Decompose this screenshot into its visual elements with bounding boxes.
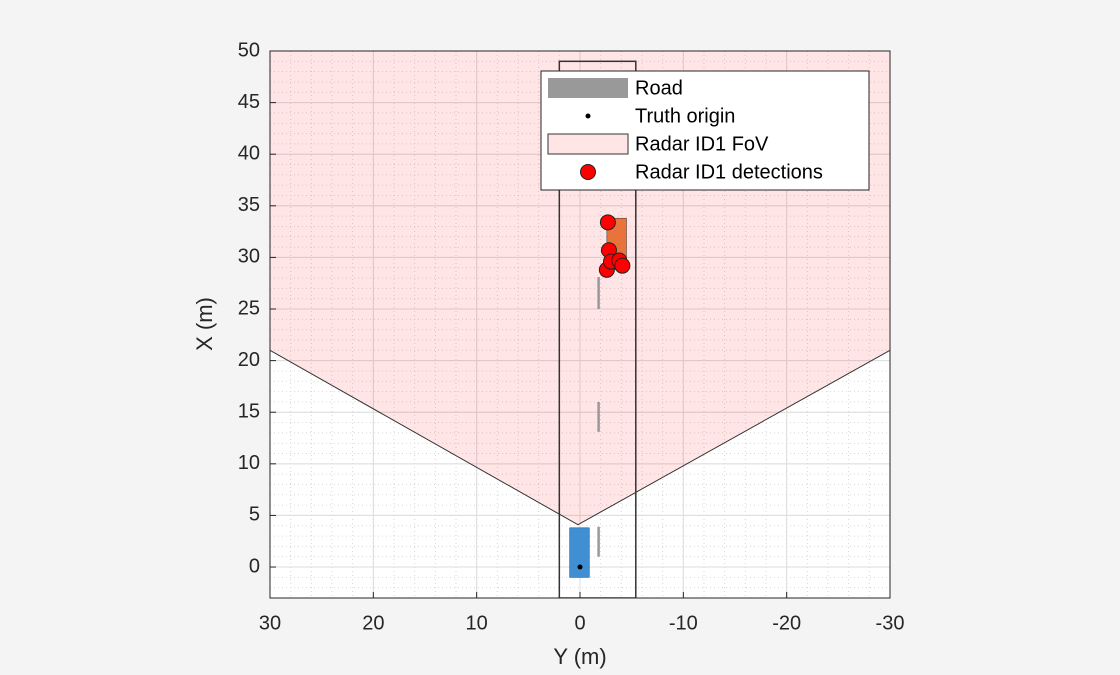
detection xyxy=(614,257,631,274)
legend-swatch xyxy=(580,164,596,180)
x-tick-label: 0 xyxy=(574,612,585,634)
x-tick-label: 30 xyxy=(259,612,281,634)
legend-swatch xyxy=(585,113,591,119)
y-tick-label: 45 xyxy=(238,91,260,113)
x-axis-label: Y (m) xyxy=(553,644,606,669)
legend-label: Truth origin xyxy=(635,105,735,127)
ticks: 30 20 10 0 -10 -20 -30 0 5 10 15 20 25 30 35 40 45 50 xyxy=(238,39,905,634)
y-tick-label: 40 xyxy=(238,142,260,164)
legend-swatch xyxy=(548,78,628,98)
x-tick-label: 20 xyxy=(362,612,384,634)
y-tick-label: 25 xyxy=(238,297,260,319)
legend-label: Radar ID1 FoV xyxy=(635,133,769,155)
road xyxy=(558,60,637,598)
y-tick-label: 5 xyxy=(249,504,260,526)
x-tick-label: -10 xyxy=(669,612,698,634)
y-axis-label: X (m) xyxy=(192,297,217,351)
y-tick-label: 0 xyxy=(249,555,260,577)
y-tick-label: 35 xyxy=(238,194,260,216)
detection xyxy=(599,214,616,231)
y-tick-label: 10 xyxy=(238,452,260,474)
truth-origin xyxy=(577,564,583,570)
vehicle xyxy=(569,527,590,578)
legend-swatch xyxy=(547,133,629,155)
y-tick-label: 20 xyxy=(238,349,260,371)
y-tick-label: 50 xyxy=(238,39,260,61)
x-tick-label: 10 xyxy=(466,612,488,634)
legend: Road Truth origin Radar ID1 FoV Radar ID1 d… xyxy=(540,70,870,191)
y-tick-label: 30 xyxy=(238,246,260,268)
x-tick-label: -20 xyxy=(772,612,801,634)
y-tick-label: 15 xyxy=(238,401,260,423)
legend-label: Road xyxy=(635,77,683,99)
x-tick-label: -30 xyxy=(876,612,905,634)
legend-label: Radar ID1 detections xyxy=(635,161,823,183)
